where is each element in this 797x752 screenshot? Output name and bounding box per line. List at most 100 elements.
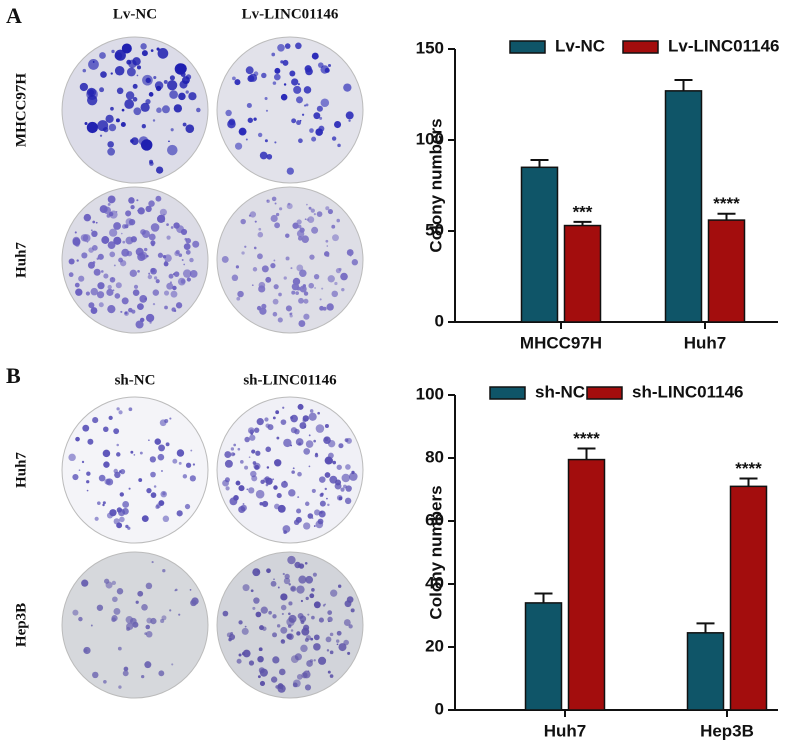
colony [90,307,98,314]
colony [125,91,135,100]
colony [188,92,197,101]
colony [235,480,241,486]
colony [114,52,123,60]
colony [142,74,153,86]
colony [174,63,187,75]
colony [295,291,299,295]
row-label: Huh7 [13,242,29,278]
colony [111,580,117,585]
colony [166,235,171,240]
colony [257,655,264,663]
colony [292,679,301,688]
colony [156,47,160,51]
colony [274,222,281,229]
colony [135,600,139,604]
colony [338,443,344,449]
colony [296,264,304,272]
colony [232,76,236,81]
colony [325,636,332,643]
colony [329,650,334,655]
colony [122,501,130,508]
colony [152,289,160,296]
colony [277,683,284,689]
error-bar [696,622,715,633]
colony [99,52,106,59]
colony [242,584,250,592]
colony [106,213,111,218]
colony [104,578,110,584]
colony [221,255,229,263]
colony [254,220,257,223]
colony [237,447,241,451]
colony [97,501,101,505]
colony [146,617,153,624]
y-tick-label: 100 [416,129,444,148]
colony [98,474,106,482]
colony [102,501,106,505]
colony [139,251,148,260]
error-bar [573,220,592,226]
colony [115,118,120,123]
colony [311,488,316,493]
colony [169,90,178,99]
colony [92,261,96,264]
panel-letter: B [6,363,21,388]
colony [282,406,285,409]
colony [313,659,316,662]
colony [129,269,137,278]
significance-label: **** [713,194,740,213]
colony [163,261,169,267]
colony [190,449,193,452]
colony [316,105,323,112]
error-bar [717,212,736,221]
x-tick-label: Huh7 [684,333,727,352]
colony [324,487,327,491]
colony [139,451,143,455]
colony [313,213,316,216]
colony [113,222,122,230]
colony [122,670,129,677]
colony [107,284,112,290]
colony [128,407,133,412]
colony [280,419,287,426]
colony [145,313,155,323]
colony [283,530,287,534]
colony [169,417,172,420]
colony [160,470,163,473]
colony [300,599,304,603]
colony [287,202,291,206]
colony [128,197,135,204]
colony [307,670,310,673]
colony [185,249,191,255]
colony [304,684,312,691]
colony [291,283,300,291]
colony [320,65,329,74]
column-label: Lv-LINC01146 [242,6,339,22]
colony [150,223,160,232]
colony [303,104,307,107]
colony [93,268,101,276]
colony [251,449,256,454]
colony [290,444,293,447]
colony [348,119,351,122]
colony [343,619,351,627]
colony [238,653,242,657]
colony [327,63,332,67]
colony [327,275,335,283]
legend-swatch [622,40,659,54]
colony [98,302,104,308]
row-label: MHCC97H [13,73,29,147]
colony [246,102,252,109]
colony [252,267,258,272]
y-tick-label: 50 [425,220,444,239]
colony [240,460,244,464]
colony [152,302,156,306]
colony [88,247,94,253]
colony [315,424,325,433]
colony [163,79,168,84]
colony [334,121,342,129]
colony [343,83,352,92]
colony [120,310,123,314]
colony [244,436,250,443]
colony [173,309,177,313]
